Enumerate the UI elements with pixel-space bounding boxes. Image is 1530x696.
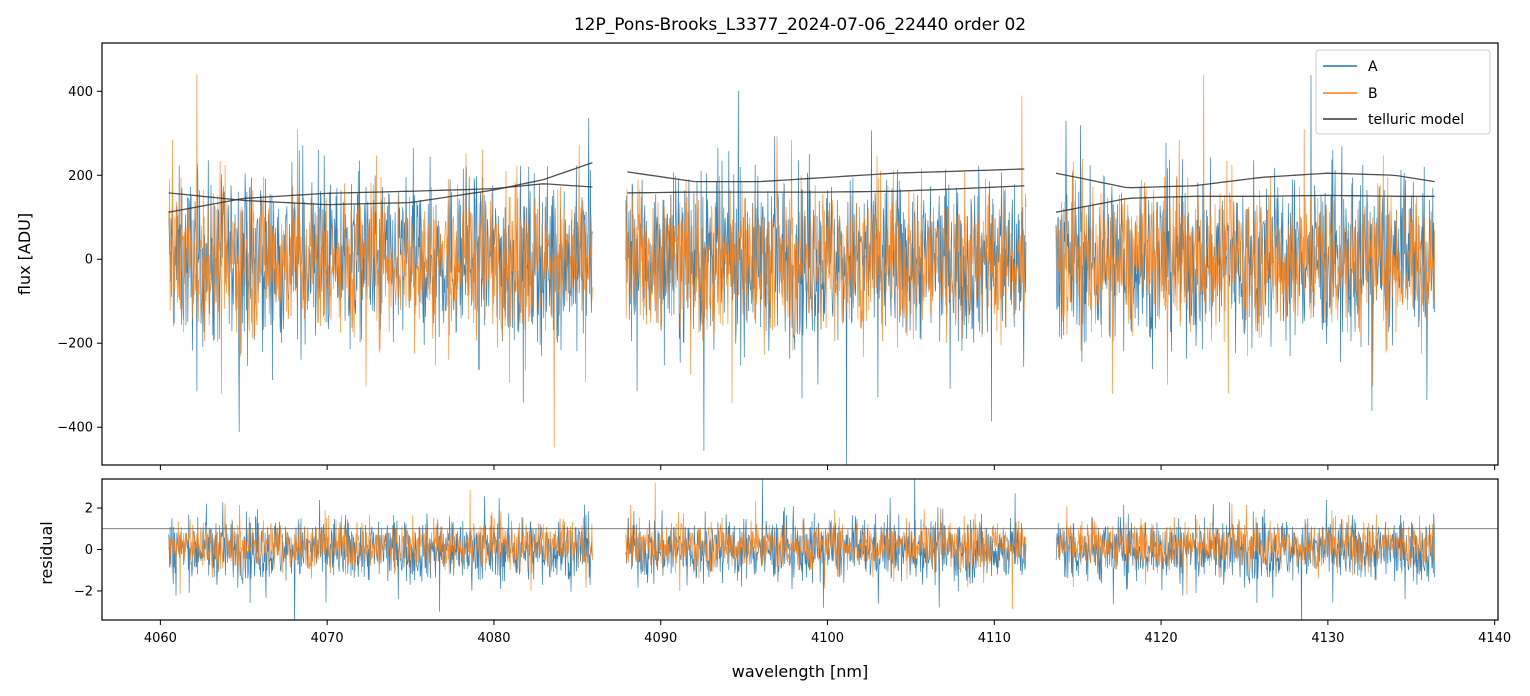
legend-label-a: A <box>1368 59 1378 75</box>
flux-y-tick-label: −200 <box>57 337 93 352</box>
x-axis-label: wavelength [nm] <box>732 662 869 681</box>
residual-series-b-segment-2 <box>1055 503 1435 595</box>
x-tick-label: 4140 <box>1478 631 1511 646</box>
residual-y-tick-label: 0 <box>85 543 93 558</box>
residual-series-b-segment-1 <box>625 482 1027 610</box>
telluric-model-curve-3 <box>627 185 1025 194</box>
legend-box <box>1315 49 1491 135</box>
flux-y-tick-label: 400 <box>68 85 93 100</box>
x-tick-label: 4110 <box>978 631 1011 646</box>
telluric-model-curve-1 <box>168 162 593 206</box>
residual-panel: 2 0 −2 4060 4070 4080 4090 4100 4110 4120 4130 414… <box>37 478 1511 646</box>
residual-plot-area <box>102 479 1498 620</box>
legend-label-b: B <box>1368 86 1378 102</box>
residual-y-tick-label: 2 <box>85 502 93 517</box>
x-tick-label: 4060 <box>144 631 177 646</box>
flux-panel: 400 200 0 −200 −400 flux [ADU] A B telluric … <box>15 42 1499 470</box>
flux-series-b-segment-0 <box>168 74 593 448</box>
flux-plot-area <box>168 74 1435 465</box>
x-tick-label: 4070 <box>311 631 344 646</box>
x-tick-label: 4080 <box>477 631 510 646</box>
legend-label-telluric: telluric model <box>1368 112 1464 128</box>
flux-series-b-segment-1 <box>625 95 1027 404</box>
residual-y-ticks: 2 0 −2 <box>74 502 102 599</box>
telluric-model-curve-2 <box>627 168 1025 183</box>
x-tick-label: 4120 <box>1145 631 1178 646</box>
legend: A B telluric model <box>1315 49 1491 135</box>
residual-y-axis-label: residual <box>37 521 56 584</box>
x-tick-label: 4090 <box>644 631 677 646</box>
flux-y-tick-label: 200 <box>68 169 93 184</box>
flux-y-axis-label: flux [ADU] <box>15 213 34 295</box>
x-tick-label: 4100 <box>811 631 844 646</box>
residual-series-b-segment-0 <box>168 489 593 595</box>
flux-y-ticks: 400 200 0 −200 −400 <box>57 85 102 436</box>
flux-series-b-segment-2 <box>1055 74 1435 394</box>
flux-y-tick-label: 0 <box>85 253 93 268</box>
x-tick-label: 4130 <box>1311 631 1344 646</box>
residual-y-tick-label: −2 <box>74 584 93 599</box>
chart-title: 12P_Pons-Brooks_L3377_2024-07-06_22440 o… <box>574 15 1026 35</box>
flux-axes-frame <box>101 42 1499 466</box>
residual-x-ticks: 4060 4070 4080 4090 4100 4110 4120 4130 4140 <box>144 620 1511 646</box>
telluric-model-curve-5 <box>1055 194 1435 213</box>
flux-y-tick-label: −400 <box>57 421 93 436</box>
flux-x-ticks <box>159 465 1496 470</box>
telluric-model-curve-4 <box>1055 172 1435 189</box>
telluric-model-curve-0 <box>168 183 593 213</box>
